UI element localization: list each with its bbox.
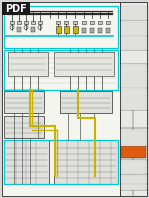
Bar bbox=[121, 184, 146, 190]
Bar bbox=[73, 26, 77, 33]
Bar bbox=[4, 140, 49, 184]
Bar bbox=[121, 175, 146, 184]
Bar bbox=[4, 140, 118, 184]
Bar bbox=[56, 21, 60, 24]
Bar bbox=[120, 2, 147, 196]
Bar bbox=[4, 6, 118, 48]
Bar bbox=[73, 21, 77, 24]
Bar bbox=[54, 140, 118, 184]
Bar bbox=[4, 116, 44, 138]
Bar bbox=[38, 21, 42, 24]
Bar bbox=[60, 91, 112, 113]
Bar bbox=[4, 91, 44, 113]
Bar bbox=[121, 36, 146, 50]
Bar bbox=[90, 28, 94, 33]
Bar bbox=[17, 27, 21, 32]
Bar bbox=[63, 26, 69, 33]
Bar bbox=[98, 21, 102, 24]
Bar bbox=[82, 21, 86, 24]
Bar bbox=[106, 21, 110, 24]
Bar bbox=[121, 130, 146, 146]
Text: PDF: PDF bbox=[5, 4, 27, 13]
Bar bbox=[31, 21, 35, 24]
Bar bbox=[121, 146, 146, 158]
Bar bbox=[24, 21, 28, 24]
Bar bbox=[121, 88, 146, 110]
Bar bbox=[121, 22, 146, 36]
Bar bbox=[121, 6, 146, 20]
Bar bbox=[2, 2, 30, 15]
Bar bbox=[64, 21, 68, 24]
Bar bbox=[31, 27, 35, 32]
Bar bbox=[55, 26, 60, 33]
Bar bbox=[2, 2, 120, 196]
Bar bbox=[106, 28, 110, 33]
Bar bbox=[121, 160, 146, 174]
Bar bbox=[98, 28, 102, 33]
Bar bbox=[8, 52, 48, 76]
Bar bbox=[17, 21, 21, 24]
Bar bbox=[10, 21, 14, 24]
Bar bbox=[54, 52, 114, 76]
Bar bbox=[121, 64, 146, 88]
Bar bbox=[4, 50, 118, 90]
Bar bbox=[90, 21, 94, 24]
Bar bbox=[82, 28, 86, 33]
